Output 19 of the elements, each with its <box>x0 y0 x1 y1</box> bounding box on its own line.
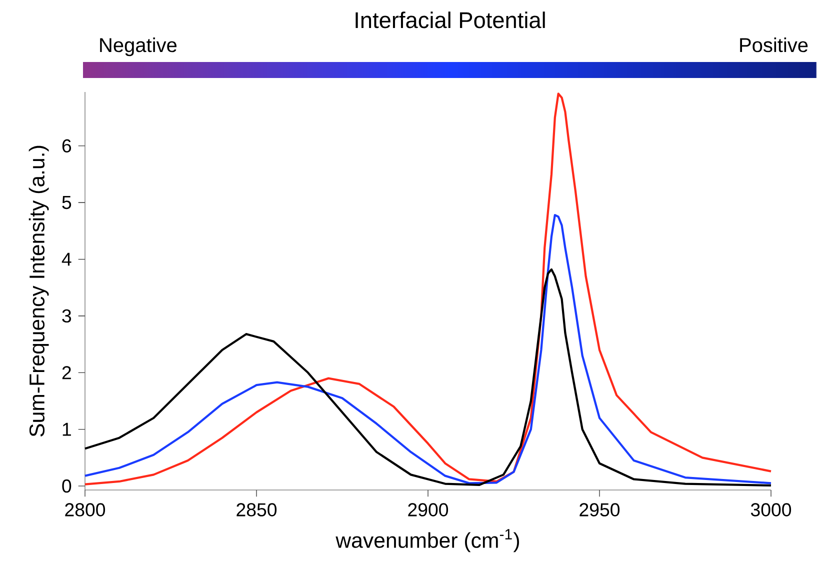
x-tick-label: 2900 <box>408 503 448 516</box>
line-series <box>84 92 772 486</box>
chart-title: Interfacial Potential <box>356 12 545 28</box>
x-tick-label: 2950 <box>580 503 620 516</box>
line-series <box>84 214 772 484</box>
text: Negative <box>100 38 177 56</box>
y-tick-label: 0 <box>62 479 72 493</box>
x-tick-label: 2850 <box>236 503 277 516</box>
y-tick-label: 5 <box>62 196 72 210</box>
x-axis-title: wavenumber (cm$^{-1}$) <box>336 529 519 552</box>
y-axis-title: Sum-Frequency Intensity (a.u.) <box>28 146 49 436</box>
y-tick-label: 4 <box>62 252 72 266</box>
x-tick-label: 3000 <box>750 503 792 516</box>
text: Positive <box>740 38 808 52</box>
y-tick-label: 1 <box>62 422 71 436</box>
y-tick-label: 3 <box>62 309 72 323</box>
y-tick-label: 2 <box>62 366 71 380</box>
y-tick-label: 6 <box>62 139 72 152</box>
x-tick-label: 2800 <box>65 503 106 516</box>
